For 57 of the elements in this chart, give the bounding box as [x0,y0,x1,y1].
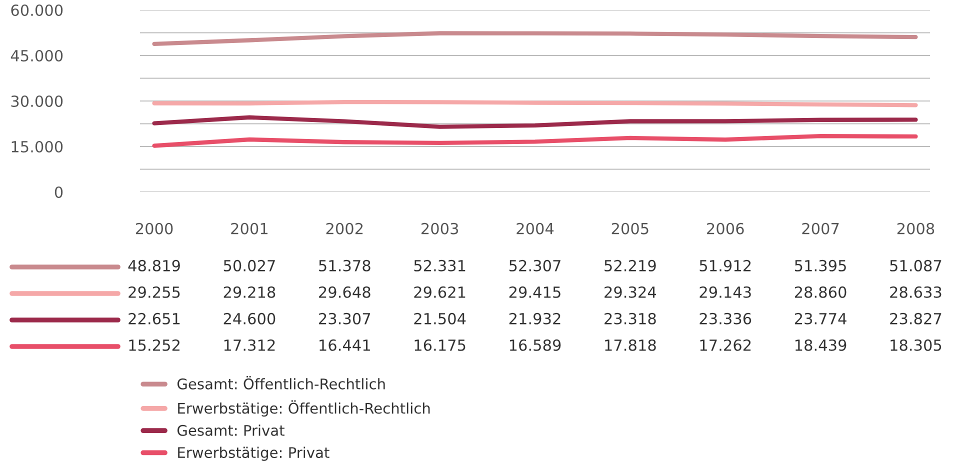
y-tick-label: 60.000 [11,4,63,16]
line-series [152,115,918,129]
data-label: 21.504 [414,312,466,324]
y-tick-label: 45.000 [10,50,63,62]
legend-label: Gesamt: Privat [177,424,284,436]
data-label: 21.932 [509,312,560,324]
data-label: 29.324 [604,286,656,298]
data-label: 29.143 [700,286,751,298]
y-tick-label: 15.000 [12,140,63,153]
data-label: 23.336 [700,312,752,324]
data-label: 24.600 [224,312,276,324]
data-label: 52.307 [509,260,560,272]
data-label: 29.621 [414,286,466,298]
data-label: 23.827 [890,312,942,324]
data-label: 52.219 [604,260,656,272]
data-label: 51.912 [700,260,751,272]
data-label: 52.331 [414,260,466,272]
data-label: 18.305 [890,339,942,351]
data-label: 29.415 [509,286,560,298]
data-label: 51.087 [890,260,942,272]
data-label: 17.818 [605,339,656,351]
x-tick-label: 2007 [802,222,839,234]
data-label: 15.252 [129,339,180,351]
legend-label: Erwerbstätige: Öffentlich-Rechtlich [178,400,430,417]
data-label: 17.262 [700,339,751,351]
data-label: 50.027 [224,260,275,272]
data-label: 28.633 [890,286,942,298]
data-label: 48.819 [128,260,180,272]
data-label: 22.651 [128,312,180,324]
data-label: 23.318 [604,312,656,324]
x-tick-label: 2002 [326,222,363,234]
data-label: 29.218 [224,286,276,298]
data-label: 51.378 [319,260,370,272]
x-tick-label: 2000 [136,222,173,234]
data-label: 16.589 [510,339,561,351]
y-tick-label: 0 [54,186,63,198]
data-label: 18.439 [795,339,846,351]
x-tick-label: 2008 [897,222,934,234]
y-tick-label: 30.000 [11,95,63,108]
data-label: 16.441 [320,339,370,351]
line-series [152,31,918,46]
x-tick-label: 2005 [612,222,648,234]
x-tick-label: 2006 [707,222,744,234]
x-tick-label: 2001 [231,222,268,234]
data-label: 29.648 [319,286,370,298]
data-label: 23.307 [319,312,370,324]
data-label: 23.774 [794,312,846,324]
data-label: 29.255 [128,286,180,298]
data-label: 16.175 [414,339,466,351]
legend-label: Erwerbstätige: Privat [178,446,330,461]
data-label: 28.860 [794,286,846,298]
data-label: 51.395 [794,260,846,272]
legend-label: Gesamt: Öffentlich-Rechtlich [177,376,385,390]
x-tick-label: 2003 [422,222,458,234]
line-series [152,134,918,148]
data-label: 17.312 [224,339,275,351]
x-tick-label: 2004 [516,222,554,234]
